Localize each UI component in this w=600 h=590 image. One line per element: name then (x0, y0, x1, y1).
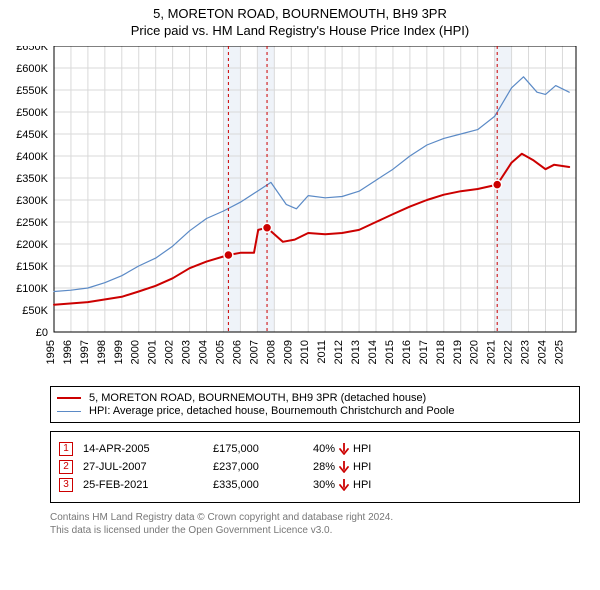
sale-band (223, 46, 240, 332)
x-tick-label: 2010 (299, 340, 311, 364)
sale-diff: 28% HPI (313, 461, 371, 473)
x-tick-label: 2011 (316, 340, 328, 364)
x-tick-label: 2020 (469, 340, 481, 364)
y-tick-label: £650K (16, 46, 48, 53)
x-tick-label: 2024 (536, 340, 548, 364)
x-tick-label: 1996 (62, 340, 74, 364)
sale-marker-dot (263, 223, 272, 232)
y-tick-label: £350K (16, 173, 48, 185)
y-tick-label: £150K (16, 261, 48, 273)
x-tick-label: 2015 (384, 340, 396, 364)
sale-row: 1 14-APR-2005£175,00040% HPI (59, 442, 571, 456)
legend-swatch (57, 411, 81, 412)
x-tick-label: 1999 (113, 340, 125, 364)
sale-date: 14-APR-2005 (83, 443, 213, 455)
legend-label: HPI: Average price, detached house, Bour… (89, 405, 454, 417)
y-tick-label: £100K (16, 283, 48, 295)
x-tick-label: 2004 (198, 340, 210, 364)
x-tick-label: 2006 (231, 340, 243, 364)
sale-diff-pct: 40% (313, 443, 335, 455)
y-tick-label: £200K (16, 239, 48, 251)
y-tick-label: £250K (16, 217, 48, 229)
attribution-line: This data is licensed under the Open Gov… (50, 524, 580, 537)
x-tick-label: 2002 (164, 340, 176, 364)
sale-diff-suffix: HPI (353, 479, 371, 491)
x-tick-label: 1998 (96, 340, 108, 364)
y-tick-label: £450K (16, 129, 48, 141)
legend-label: 5, MORETON ROAD, BOURNEMOUTH, BH9 3PR (d… (89, 392, 426, 404)
series-price_paid (54, 154, 569, 305)
sale-diff: 40% HPI (313, 443, 371, 455)
x-tick-label: 2013 (350, 340, 362, 364)
x-tick-label: 2025 (553, 340, 565, 364)
sale-diff: 30% HPI (313, 479, 371, 491)
x-tick-label: 1997 (79, 340, 91, 364)
sale-row: 3 25-FEB-2021£335,00030% HPI (59, 478, 571, 492)
y-tick-label: £600K (16, 63, 48, 75)
down-arrow-icon (339, 461, 349, 473)
attribution-line: Contains HM Land Registry data © Crown c… (50, 511, 580, 524)
sale-marker-box: 1 (59, 442, 73, 456)
chart-area: £0 £50K £100K £150K £200K £250K £300K £350K £400… (10, 46, 590, 376)
sale-price: £335,000 (213, 479, 313, 491)
x-tick-label: 2021 (486, 340, 498, 364)
legend-item: HPI: Average price, detached house, Bour… (57, 405, 573, 417)
x-tick-label: 2012 (333, 340, 345, 364)
x-tick-label: 2023 (520, 340, 532, 364)
sale-row: 2 27-JUL-2007£237,00028% HPI (59, 460, 571, 474)
sale-marker-box: 3 (59, 478, 73, 492)
sale-date: 27-JUL-2007 (83, 461, 213, 473)
legend-item: 5, MORETON ROAD, BOURNEMOUTH, BH9 3PR (d… (57, 392, 573, 404)
sale-date: 25-FEB-2021 (83, 479, 213, 491)
x-tick-label: 2000 (130, 340, 142, 364)
sales-table: 1 14-APR-2005£175,00040% HPI 2 27-JUL-2007£2… (50, 431, 580, 503)
attribution: Contains HM Land Registry data © Crown c… (50, 511, 580, 537)
x-tick-label: 2022 (503, 340, 515, 364)
x-tick-label: 2018 (435, 340, 447, 364)
x-tick-label: 2001 (147, 340, 159, 364)
y-tick-label: £50K (22, 305, 48, 317)
sale-diff-pct: 28% (313, 461, 335, 473)
down-arrow-icon (339, 443, 349, 455)
chart: £0 £50K £100K £150K £200K £250K £300K £350K £400… (10, 46, 586, 376)
x-tick-label: 2014 (367, 340, 379, 364)
sale-price: £237,000 (213, 461, 313, 473)
sale-diff-suffix: HPI (353, 461, 371, 473)
x-tick-label: 1995 (45, 340, 57, 364)
x-tick-label: 2003 (181, 340, 193, 364)
legend-swatch (57, 397, 81, 399)
x-tick-label: 2008 (265, 340, 277, 364)
y-tick-label: £0 (36, 327, 48, 339)
sale-marker-box: 2 (59, 460, 73, 474)
down-arrow-icon (339, 479, 349, 491)
x-tick-label: 2009 (282, 340, 294, 364)
legend: 5, MORETON ROAD, BOURNEMOUTH, BH9 3PR (d… (50, 386, 580, 423)
y-tick-label: £500K (16, 107, 48, 119)
x-tick-label: 2007 (248, 340, 260, 364)
x-tick-label: 2005 (214, 340, 226, 364)
sale-diff-pct: 30% (313, 479, 335, 491)
y-tick-label: £400K (16, 151, 48, 163)
chart-subtitle: Price paid vs. HM Land Registry's House … (10, 23, 590, 38)
y-tick-label: £300K (16, 195, 48, 207)
y-tick-label: £550K (16, 85, 48, 97)
sale-marker-dot (224, 251, 233, 260)
x-tick-label: 2016 (401, 340, 413, 364)
x-tick-label: 2017 (418, 340, 430, 364)
series-hpi (54, 77, 569, 292)
chart-title: 5, MORETON ROAD, BOURNEMOUTH, BH9 3PR (10, 6, 590, 21)
sale-diff-suffix: HPI (353, 443, 371, 455)
sale-price: £175,000 (213, 443, 313, 455)
x-tick-label: 2019 (452, 340, 464, 364)
sale-marker-dot (493, 180, 502, 189)
